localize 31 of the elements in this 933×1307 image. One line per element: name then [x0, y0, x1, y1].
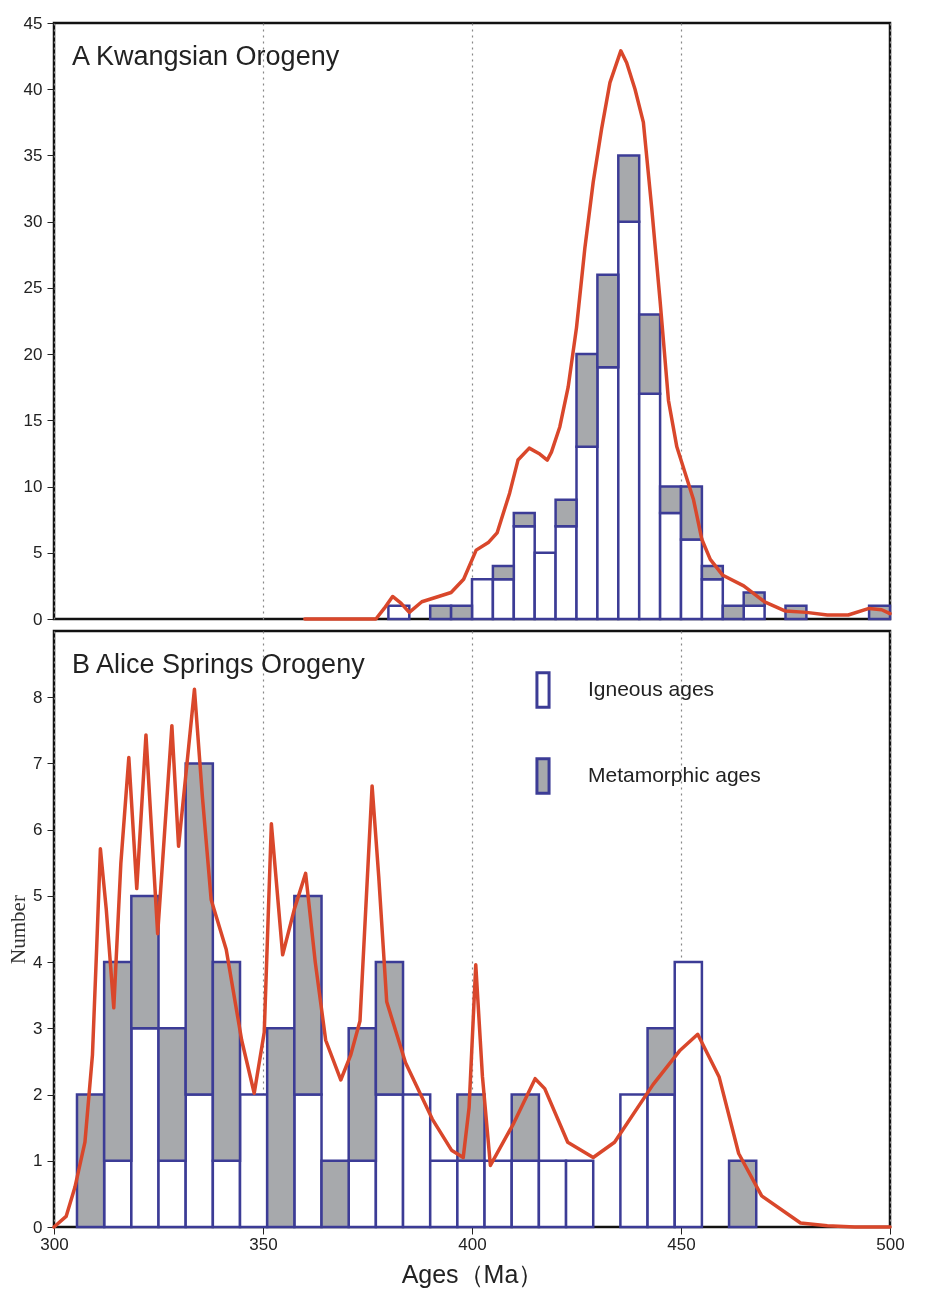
- y-tick-label: 5: [33, 886, 43, 906]
- y-axis-title: Number: [6, 895, 31, 964]
- text: B Alice Springs Orogeny: [72, 649, 366, 679]
- text: A Kwangsian Orogeny: [72, 41, 340, 71]
- y-tick-label: 20: [23, 344, 43, 364]
- y-tick-label: 4: [33, 952, 43, 972]
- y-tick-label: 0: [33, 609, 43, 629]
- bar: [727, 1159, 758, 1229]
- x-tick-label: 500: [876, 1234, 905, 1254]
- y-tick-label: 6: [33, 820, 43, 840]
- legend-label: Metamorphic ages: [588, 763, 761, 786]
- y-tick-label: 7: [33, 753, 43, 773]
- legend-label: Igneous ages: [588, 677, 715, 700]
- y-tick-label: 30: [23, 212, 43, 232]
- y-tick-label: 5: [33, 543, 43, 563]
- x-tick-label: 400: [458, 1234, 487, 1254]
- y-tick-label: 8: [33, 687, 43, 707]
- y-tick-label: 1: [33, 1151, 43, 1171]
- x-tick-label: 300: [40, 1234, 69, 1254]
- y-tick-label: 3: [33, 1018, 43, 1038]
- y-tick-label: 0: [33, 1217, 43, 1237]
- x-axis-title: Ages（Ma）: [401, 1259, 544, 1288]
- y-tick-label: 25: [23, 278, 43, 298]
- x-tick-label: 450: [667, 1234, 696, 1254]
- y-tick-label: 45: [23, 13, 43, 33]
- y-tick-label: 2: [33, 1085, 43, 1105]
- y-tick-label: 15: [23, 410, 43, 430]
- y-tick-label: 40: [23, 79, 43, 99]
- y-tick-label: 35: [23, 145, 43, 165]
- x-tick-label: 350: [249, 1234, 278, 1254]
- y-tick-label: 10: [23, 477, 43, 497]
